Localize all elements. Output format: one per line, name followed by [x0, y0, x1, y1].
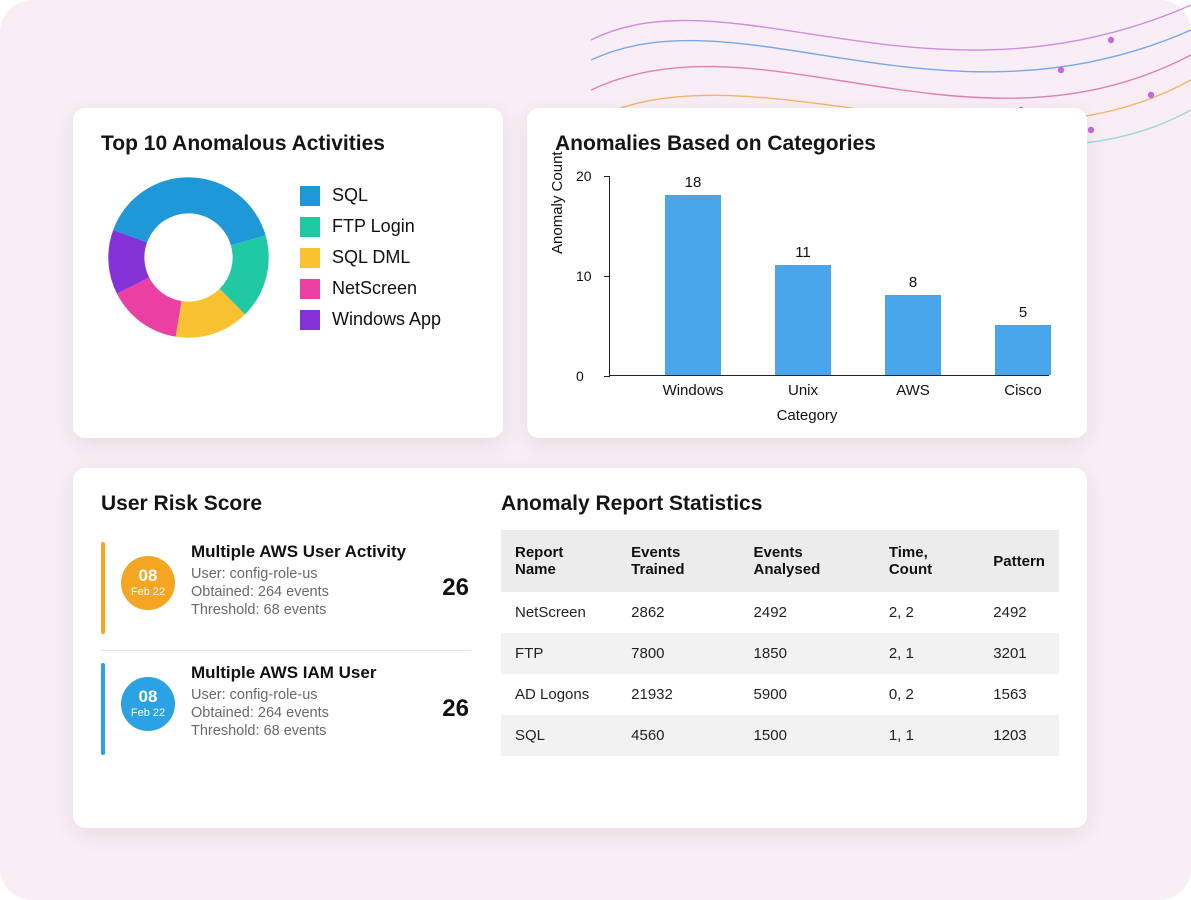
card-anomalous-activities: Top 10 Anomalous Activities SQL FTP Login…	[73, 108, 503, 438]
y-tick-label: 20	[576, 168, 592, 184]
date-badge: 08 Feb 22	[121, 677, 175, 731]
card-risk-and-stats: User Risk Score 08 Feb 22 Multiple AWS U…	[73, 468, 1087, 828]
table-cell: 1203	[979, 715, 1059, 756]
legend-item: FTP Login	[300, 216, 441, 237]
date-month: Feb 22	[131, 586, 165, 599]
table-cell: 5900	[740, 674, 875, 715]
bar-value-label: 8	[885, 274, 941, 291]
risk-title: Multiple AWS IAM User	[191, 663, 426, 683]
table-header-cell: Time, Count	[875, 530, 979, 592]
risk-stripe	[101, 663, 105, 755]
legend-item: SQL DML	[300, 247, 441, 268]
card-title: Top 10 Anomalous Activities	[101, 132, 475, 156]
legend-item: NetScreen	[300, 278, 441, 299]
dashboard-canvas: Top 10 Anomalous Activities SQL FTP Login…	[0, 0, 1191, 900]
category-label: Cisco	[977, 382, 1069, 399]
category-label: AWS	[867, 382, 959, 399]
legend-label: SQL	[332, 185, 368, 206]
section-title-risk: User Risk Score	[101, 492, 471, 516]
bar-value-label: 5	[995, 304, 1051, 321]
y-axis-label: Anomaly Count	[549, 151, 566, 254]
table-cell: 1500	[740, 715, 875, 756]
legend-label: Windows App	[332, 309, 441, 330]
card-title: Anomalies Based on Categories	[555, 132, 1059, 156]
bar-plot-area: 0102018Windows11Unix8AWS5Cisco	[609, 176, 1049, 376]
legend-item: SQL	[300, 185, 441, 206]
legend-swatch	[300, 279, 320, 299]
date-badge: 08 Feb 22	[121, 556, 175, 610]
legend-label: SQL DML	[332, 247, 410, 268]
legend-label: FTP Login	[332, 216, 415, 237]
bar-value-label: 11	[775, 244, 831, 261]
date-day: 08	[139, 688, 158, 705]
risk-user: User: config-role-us	[191, 566, 426, 582]
risk-threshold: Threshold: 68 events	[191, 723, 426, 739]
table-cell: 2862	[617, 592, 739, 633]
table-cell: 1, 1	[875, 715, 979, 756]
legend-swatch	[300, 186, 320, 206]
table-cell: 3201	[979, 633, 1059, 674]
x-axis-label: Category	[777, 407, 838, 424]
bar	[995, 325, 1051, 375]
table-cell: 21932	[617, 674, 739, 715]
risk-item[interactable]: 08 Feb 22 Multiple AWS User Activity Use…	[101, 530, 471, 650]
bar-value-label: 18	[665, 174, 721, 191]
table-cell: 1850	[740, 633, 875, 674]
bar	[665, 195, 721, 375]
risk-title: Multiple AWS User Activity	[191, 542, 426, 562]
table-cell: 2492	[740, 592, 875, 633]
table-cell: FTP	[501, 633, 617, 674]
table-cell: 1563	[979, 674, 1059, 715]
table-cell: 2, 1	[875, 633, 979, 674]
bar-chart: Anomaly Count 0102018Windows11Unix8AWS5C…	[555, 170, 1059, 420]
table-cell: NetScreen	[501, 592, 617, 633]
bar	[885, 295, 941, 375]
legend-swatch	[300, 310, 320, 330]
legend-swatch	[300, 248, 320, 268]
date-day: 08	[139, 567, 158, 584]
table-cell: AD Logons	[501, 674, 617, 715]
donut-chart	[101, 170, 276, 345]
risk-item[interactable]: 08 Feb 22 Multiple AWS IAM User User: co…	[101, 651, 471, 771]
legend-item: Windows App	[300, 309, 441, 330]
table-cell: 4560	[617, 715, 739, 756]
donut-slice	[113, 177, 265, 245]
table-cell: 7800	[617, 633, 739, 674]
risk-score: 26	[442, 574, 471, 602]
legend-label: NetScreen	[332, 278, 417, 299]
table-header-cell: Events Analysed	[740, 530, 875, 592]
table-row: SQL456015001, 11203	[501, 715, 1059, 756]
date-month: Feb 22	[131, 707, 165, 720]
table-row: FTP780018502, 13201	[501, 633, 1059, 674]
stats-table: Report NameEvents TrainedEvents Analysed…	[501, 530, 1059, 756]
table-cell: 2492	[979, 592, 1059, 633]
table-header-row: Report NameEvents TrainedEvents Analysed…	[501, 530, 1059, 592]
y-tick-label: 0	[576, 368, 584, 384]
risk-obtained: Obtained: 264 events	[191, 705, 426, 721]
y-tick-label: 10	[576, 268, 592, 284]
table-header-cell: Events Trained	[617, 530, 739, 592]
card-anomalies-by-category: Anomalies Based on Categories Anomaly Co…	[527, 108, 1087, 438]
risk-score: 26	[442, 695, 471, 723]
category-label: Unix	[757, 382, 849, 399]
risk-threshold: Threshold: 68 events	[191, 602, 426, 618]
table-cell: 2, 2	[875, 592, 979, 633]
table-row: NetScreen286224922, 22492	[501, 592, 1059, 633]
section-title-stats: Anomaly Report Statistics	[501, 492, 1059, 516]
table-header-cell: Pattern	[979, 530, 1059, 592]
risk-stripe	[101, 542, 105, 634]
table-header-cell: Report Name	[501, 530, 617, 592]
risk-list: 08 Feb 22 Multiple AWS User Activity Use…	[101, 530, 471, 771]
donut-legend: SQL FTP Login SQL DML NetScreen Windows App	[300, 175, 441, 340]
table-row: AD Logons2193259000, 21563	[501, 674, 1059, 715]
risk-obtained: Obtained: 264 events	[191, 584, 426, 600]
table-cell: SQL	[501, 715, 617, 756]
risk-user: User: config-role-us	[191, 687, 426, 703]
bar	[775, 265, 831, 375]
legend-swatch	[300, 217, 320, 237]
table-cell: 0, 2	[875, 674, 979, 715]
category-label: Windows	[647, 382, 739, 399]
